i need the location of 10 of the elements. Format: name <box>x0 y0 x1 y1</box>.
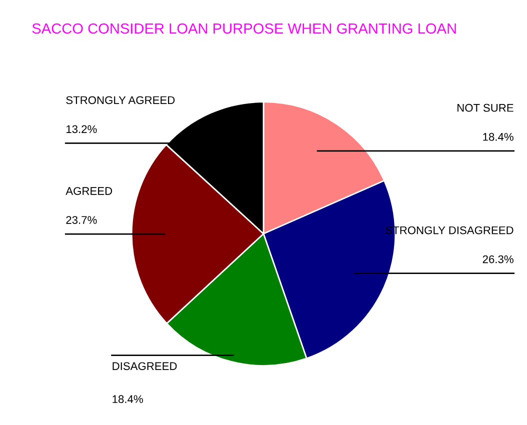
data-label: 18.4% <box>483 132 514 141</box>
chart-title: SACCO CONSIDER LOAN PURPOSE WHEN GRANTING LOAN <box>32 23 456 34</box>
data-label: 18.4% <box>112 395 143 404</box>
slice-label: AGREED <box>66 187 112 195</box>
slice-label: NOT SURE <box>458 104 514 112</box>
data-label: 26.3% <box>482 255 514 264</box>
data-label: 23.7% <box>66 216 97 224</box>
slice-label: DISAGREED <box>112 362 177 370</box>
data-label: 13.2% <box>66 125 97 134</box>
slice-label: STRONGLY AGREED <box>66 96 175 104</box>
